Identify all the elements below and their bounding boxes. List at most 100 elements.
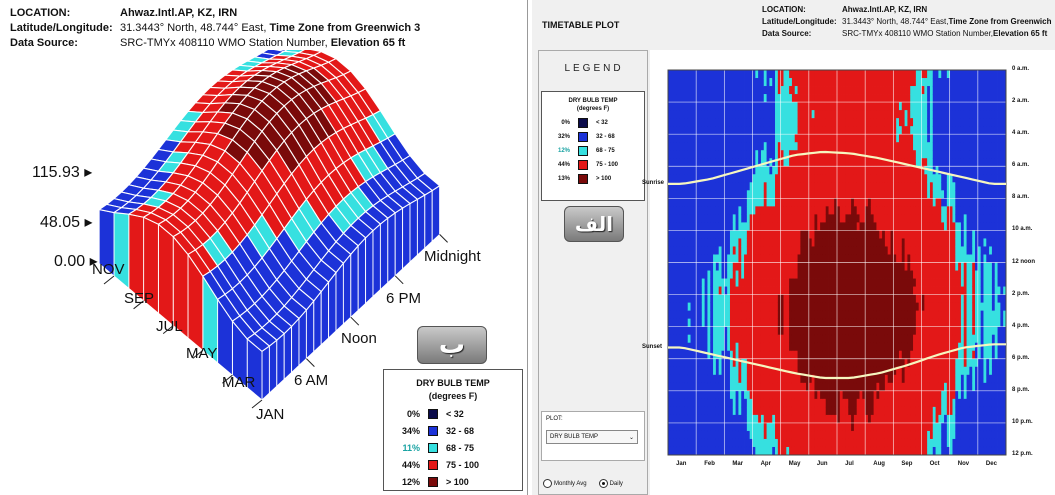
heatmap-cell [735, 414, 739, 424]
heatmap-cell [825, 262, 829, 271]
heatmap-cell [808, 94, 813, 103]
heatmap-cell [811, 270, 815, 279]
heatmap-cell [806, 222, 810, 231]
heatmap-cell [715, 262, 720, 271]
heatmap-cell [693, 190, 697, 199]
heatmap-cell [777, 102, 782, 111]
radio-selected-icon [598, 479, 608, 488]
heatmap-cell [935, 174, 939, 183]
heatmap-cell [769, 86, 773, 95]
heatmap-cell [783, 310, 787, 320]
heatmap-cell [755, 286, 759, 295]
heatmap-cell [907, 70, 911, 79]
heatmap-cell [839, 70, 844, 79]
heatmap-cell [896, 182, 900, 191]
heatmap-cell [693, 414, 697, 424]
heatmap-cell [744, 246, 748, 255]
heatmap-cell [904, 278, 908, 287]
heatmap-cell [727, 126, 731, 135]
radio-daily[interactable]: Daily [598, 479, 623, 488]
heatmap-cell [862, 230, 866, 239]
heatmap-cell [752, 286, 756, 295]
heatmap-cell [755, 438, 759, 448]
heatmap-cell [763, 366, 767, 376]
heatmap-cell [780, 294, 784, 304]
heatmap-cell [859, 94, 863, 103]
heatmap-cell [698, 190, 703, 199]
heatmap-cell [718, 286, 722, 295]
heatmap-cell [727, 150, 731, 159]
heatmap-cell [834, 134, 838, 143]
heatmap-cell [848, 102, 852, 111]
heatmap-cell [882, 414, 886, 424]
heatmap-cell [704, 270, 708, 279]
heatmap-cell [777, 366, 782, 376]
heatmap-cell [786, 350, 790, 360]
wall-cell [387, 211, 396, 284]
heatmap-cell [715, 374, 720, 384]
heatmap-cell [760, 134, 765, 143]
heatmap-cell [797, 350, 801, 360]
heatmap-cell [901, 286, 905, 295]
heatmap-cell [803, 230, 807, 239]
heatmap-cell [783, 70, 787, 79]
heatmap-cell [690, 406, 694, 416]
latlon-value: 31.3443° North, 48.744° East, [120, 22, 270, 34]
radio-monthly-avg[interactable]: Monthly Avg [543, 479, 587, 488]
heatmap-cell [918, 102, 922, 111]
heatmap-cell [766, 150, 770, 159]
heatmap-cell [887, 262, 891, 271]
heatmap-cell [789, 70, 793, 79]
heatmap-cell [772, 78, 776, 87]
heatmap-cell [800, 406, 804, 416]
heatmap-cell [820, 70, 824, 79]
heatmap-cell [749, 342, 753, 352]
heatmap-cell [851, 350, 855, 360]
heatmap-cell [789, 190, 793, 199]
heatmap-cell [828, 422, 832, 432]
heatmap-cell [682, 142, 686, 151]
heatmap-cell [727, 206, 731, 215]
legend-pct: 11% [402, 442, 420, 453]
heatmap-cell [839, 382, 844, 392]
heatmap-cell [882, 278, 886, 287]
heatmap-cell [842, 134, 846, 143]
heatmap-cell [856, 102, 860, 111]
heatmap-cell [865, 206, 869, 215]
heatmap-cell [867, 158, 872, 167]
heatmap-cell [825, 110, 829, 119]
heatmap-cell [744, 86, 748, 95]
heatmap-cell [879, 310, 883, 320]
heatmap-cell [831, 134, 835, 143]
heatmap-cell [794, 270, 798, 279]
heatmap-cell [769, 222, 773, 231]
heatmap-cell [690, 102, 694, 111]
heatmap-cell [929, 198, 934, 207]
heatmap-cell [698, 70, 703, 79]
heatmap-cell [738, 334, 742, 344]
heatmap-cell [690, 70, 694, 79]
heatmap-cell [800, 286, 804, 295]
heatmap-cell [763, 422, 767, 432]
timezone-value: Time Zone from Greenwich 3 [269, 22, 421, 34]
heatmap-cell [729, 422, 734, 432]
heatmap-cell [901, 382, 905, 392]
heatmap-cell [870, 222, 875, 231]
heatmap-cell [831, 398, 835, 408]
heatmap-cell [760, 310, 765, 320]
heatmap-cell [918, 230, 922, 239]
heatmap-cell [870, 118, 875, 127]
heatmap-cell [789, 262, 793, 271]
heatmap-cell [932, 430, 936, 440]
heatmap-cell [769, 422, 773, 432]
heatmap-cell [738, 86, 742, 95]
heatmap-cell [749, 374, 753, 384]
heatmap-cell [735, 422, 739, 432]
heatmap-cell [752, 318, 756, 328]
plot-variable-select[interactable]: DRY BULB TEMP ⌄ [546, 430, 638, 444]
heatmap-cell [831, 230, 835, 239]
heatmap-cell [803, 278, 807, 287]
heatmap-cell [803, 238, 807, 247]
heatmap-cell [907, 134, 911, 143]
heatmap-cell [755, 150, 759, 159]
